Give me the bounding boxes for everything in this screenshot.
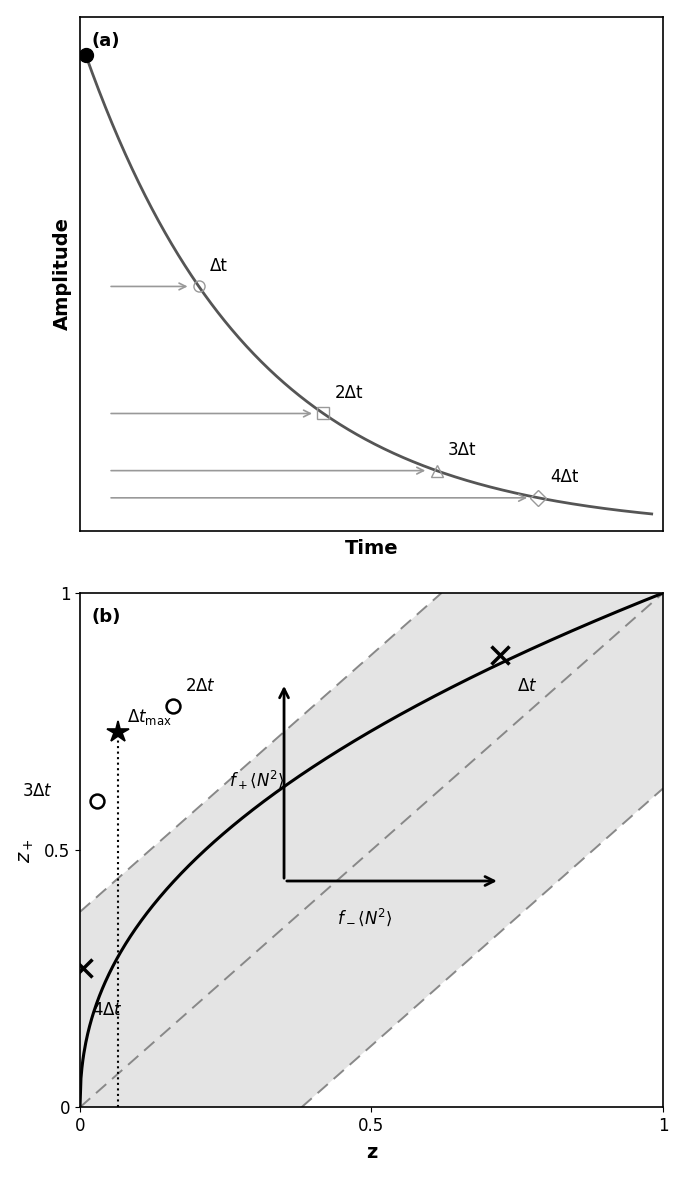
Text: 4Δt: 4Δt bbox=[550, 468, 578, 486]
Text: 3Δt: 3Δt bbox=[448, 441, 476, 459]
Y-axis label: Amplitude: Amplitude bbox=[53, 217, 72, 330]
Y-axis label: $z_+$: $z_+$ bbox=[16, 837, 36, 863]
Text: (a): (a) bbox=[92, 32, 120, 50]
Text: 2Δt: 2Δt bbox=[335, 383, 363, 402]
Text: $f_-\langle N^2\rangle$: $f_-\langle N^2\rangle$ bbox=[336, 907, 393, 928]
Text: $3\Delta t$: $3\Delta t$ bbox=[22, 782, 53, 801]
Text: Δt: Δt bbox=[210, 257, 228, 275]
Text: $\Delta t_{\rm max}$: $\Delta t_{\rm max}$ bbox=[127, 706, 171, 726]
X-axis label: z: z bbox=[366, 1144, 377, 1162]
Text: $2\Delta t$: $2\Delta t$ bbox=[185, 677, 216, 694]
Text: $4\Delta t$: $4\Delta t$ bbox=[92, 1001, 123, 1019]
Text: $f_+\langle N^2\rangle$: $f_+\langle N^2\rangle$ bbox=[229, 769, 284, 792]
Polygon shape bbox=[80, 593, 663, 1107]
Text: (b): (b) bbox=[92, 608, 121, 626]
Text: $\Delta t$: $\Delta t$ bbox=[517, 677, 538, 694]
X-axis label: Time: Time bbox=[345, 539, 398, 558]
